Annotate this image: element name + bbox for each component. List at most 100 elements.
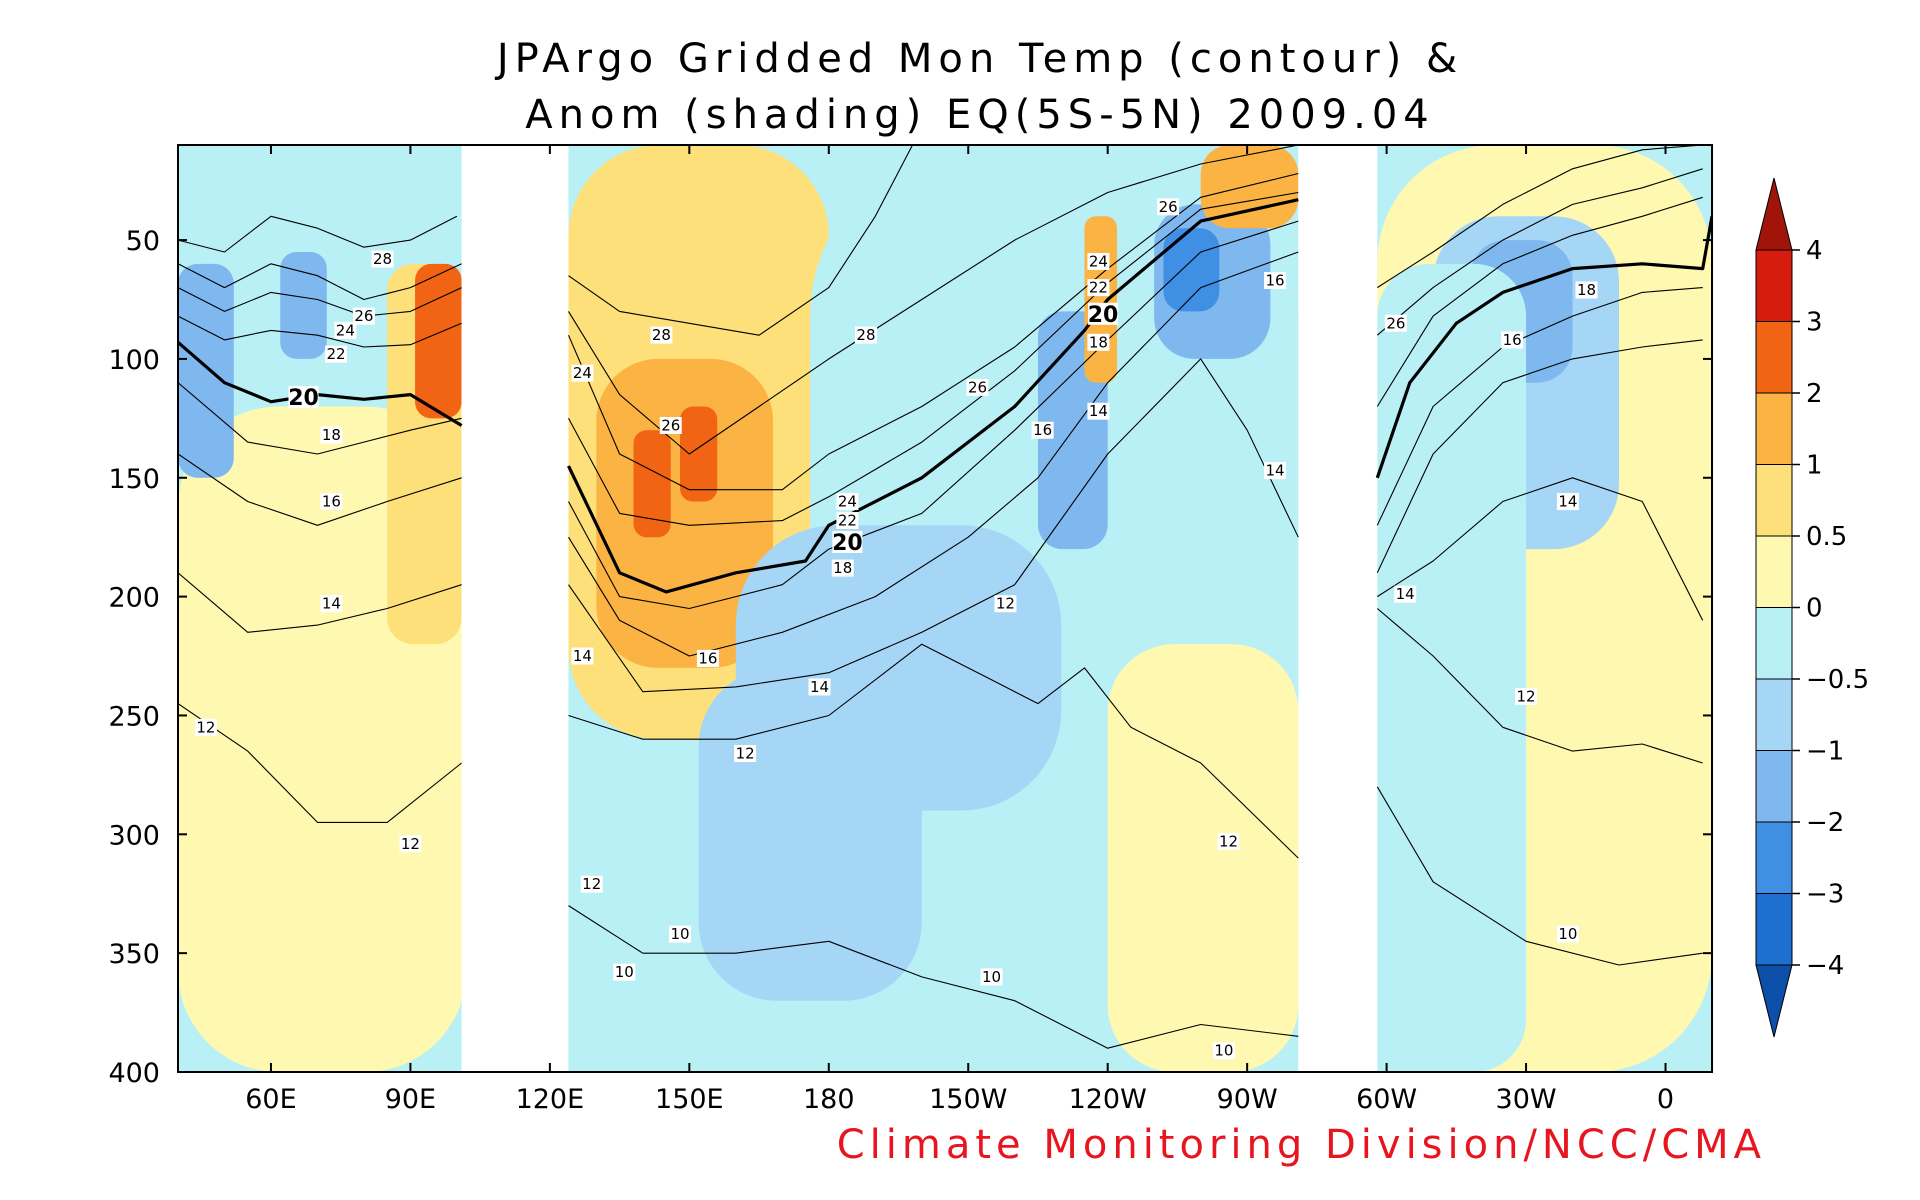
contour-label-bg-5 [320, 426, 343, 444]
contour-label-26: 10 [670, 925, 689, 943]
contour-14-seg-0 [178, 572, 462, 633]
contour-label-17: 20 [832, 531, 863, 556]
temperature-contours [178, 145, 1712, 1049]
colorbar-box-4 [1755, 535, 1793, 608]
contour-label-34: 22 [1089, 279, 1108, 297]
anomaly-patch-12 [735, 525, 1062, 811]
contour-16-seg-1 [568, 251, 1299, 657]
y-tick-label-1: 100 [108, 345, 160, 376]
contour-20-seg-1 [567, 198, 1299, 594]
contour-label-bg-32 [1087, 333, 1110, 351]
x-tick-label-3: 150E [655, 1084, 724, 1115]
colorbar-label-1: 3 [1806, 308, 1823, 338]
contour-label-15: 24 [838, 493, 857, 511]
no-data-gap-0 [461, 145, 569, 1072]
contour-label-8: 12 [196, 718, 215, 736]
x-tick-label-4: 180 [803, 1084, 855, 1115]
y-axis: 50 100 150 200 250 300 350 400 [108, 226, 1712, 1089]
y-tick-label-2: 150 [108, 464, 160, 495]
colorbar-label-5: 0 [1806, 594, 1823, 624]
contour-label-bg-24 [1217, 832, 1240, 850]
anomaly-patch-17 [1200, 145, 1299, 229]
x-tick-label-5: 150W [929, 1084, 1007, 1115]
y-tick-label-4: 250 [108, 701, 160, 732]
contour-label-bg-20 [571, 647, 594, 665]
colorbar-label-6: −0.5 [1806, 665, 1869, 695]
anomaly-patch-18 [1107, 644, 1299, 1072]
x-tick-label-1: 90E [385, 1084, 436, 1115]
contour-label-bg-7 [320, 595, 343, 613]
contour-label-29: 10 [1214, 1042, 1233, 1060]
x-tick-label-8: 60W [1356, 1084, 1417, 1115]
contour-label-37: 16 [1265, 271, 1284, 289]
contour-label-22: 12 [736, 744, 755, 762]
contour-label-19: 16 [698, 649, 717, 667]
colorbar-label-3: 1 [1806, 451, 1823, 481]
colorbar-box-8 [1755, 821, 1793, 894]
x-tick-label-2: 120E [516, 1084, 585, 1115]
chart-title-line2: Anom (shading) EQ(5S-5N) 2009.04 [525, 92, 1434, 138]
y-tick-label-3: 200 [108, 583, 160, 614]
contour-28-seg-1 [568, 145, 913, 336]
contour-label-5: 18 [322, 426, 341, 444]
contour-label-bg-15 [836, 493, 859, 511]
contour-label-2: 24 [336, 321, 355, 339]
contour-28-seg-0 [178, 215, 458, 253]
contour-26-seg-0 [178, 263, 462, 301]
colorbar-box-3 [1755, 464, 1793, 537]
contour-18-seg-0 [178, 382, 462, 455]
contour-label-bg-33 [1088, 302, 1119, 325]
contour-label-16: 22 [838, 512, 857, 530]
contour-label-bg-17 [832, 530, 863, 553]
contour-label-bg-12 [854, 326, 877, 344]
contour-22-seg-2 [1376, 196, 1703, 407]
colorbar-box-9 [1755, 893, 1793, 966]
contour-10-seg-0 [568, 905, 1299, 1049]
contour-24-seg-1 [567, 172, 1299, 491]
contour-16-seg-2 [1376, 339, 1703, 574]
anomaly-shading [178, 145, 1712, 1072]
contour-label-bg-29 [1212, 1042, 1235, 1060]
plot-frame [177, 144, 1713, 1073]
x-axis: 60E 90E 120E 150E 180 150W 120W 90W 60W 30W 0 [245, 145, 1674, 1115]
contour-label-bg-43 [1556, 493, 1579, 511]
no-data-gaps [461, 145, 1378, 1072]
colorbar-box-0 [1755, 249, 1793, 322]
colorbar-box-6 [1755, 678, 1793, 751]
contour-label-23: 12 [996, 595, 1015, 613]
contour-label-bg-21 [808, 678, 831, 696]
contour-12-seg-1 [568, 643, 1299, 859]
contour-label-31: 14 [1089, 402, 1108, 420]
contour-label-bg-1 [352, 307, 375, 325]
contour-label-10: 24 [573, 364, 592, 382]
anomaly-patch-15 [1163, 228, 1220, 312]
contour-label-42: 14 [1396, 585, 1415, 603]
colorbar-box-2 [1755, 392, 1793, 465]
colorbar-label-0: 4 [1806, 236, 1823, 266]
colorbar: 4 3 2 1 0.5 0 −0.5 −1 −2 −3 −4 [1755, 177, 1869, 1038]
contour-18-seg-1 [568, 220, 1299, 610]
y-tick-label-5: 300 [108, 820, 160, 851]
contour-label-bg-10 [571, 364, 594, 382]
contour-label-27: 10 [615, 963, 634, 981]
anomaly-patch-5 [680, 406, 718, 502]
x-tick-label-0: 60E [245, 1084, 296, 1115]
contour-label-14: 26 [968, 378, 987, 396]
contour-12-seg-2 [1376, 608, 1703, 764]
colorbar-top-arrow [1755, 177, 1793, 251]
colorbar-label-2: 2 [1806, 379, 1823, 409]
contour-22-seg-1 [568, 191, 1299, 526]
contour-label-bg-4 [288, 385, 319, 408]
contour-label-bg-40 [1575, 281, 1598, 299]
contour-label-bg-6 [320, 493, 343, 511]
contour-label-33: 20 [1088, 303, 1119, 328]
colorbar-label-9: −3 [1806, 880, 1844, 910]
contour-label-bg-3 [325, 345, 348, 363]
contour-label-11: 28 [652, 326, 671, 344]
contour-label-24: 12 [1219, 832, 1238, 850]
contour-label-18: 18 [833, 559, 852, 577]
contour-label-bg-8 [194, 718, 217, 736]
contour-label-bg-35 [1087, 252, 1110, 270]
contour-label-bg-23 [994, 595, 1017, 613]
